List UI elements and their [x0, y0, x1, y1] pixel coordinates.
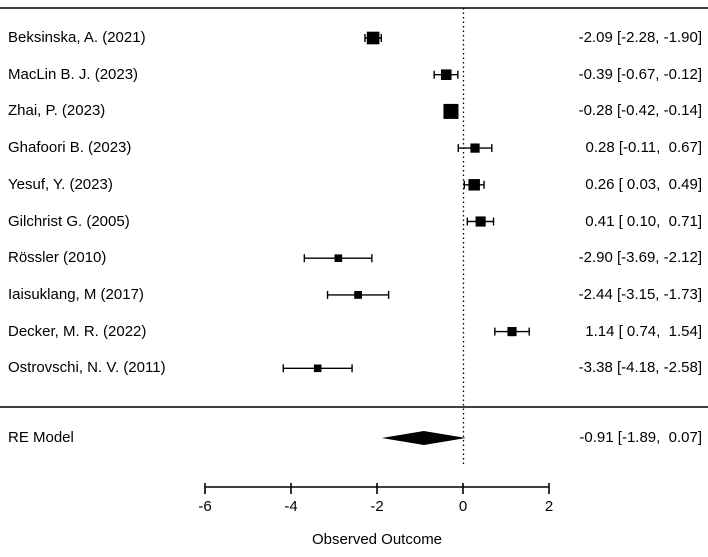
- estimate-square: [354, 291, 362, 299]
- study-annotation: -0.39 [-0.67, -0.12]: [578, 65, 702, 83]
- study-label: Beksinska, A. (2021): [8, 29, 146, 46]
- study-label: Iaisuklang, M (2017): [8, 285, 144, 303]
- x-tick-label: -4: [284, 498, 298, 515]
- study-label: Ghafoori B. (2023): [8, 139, 132, 157]
- estimate-square: [334, 254, 343, 263]
- estimate-square: [366, 31, 380, 45]
- estimate-square: [443, 103, 459, 119]
- study-annotation: 0.26 [ 0.03, 0.49]: [585, 175, 702, 193]
- x-tick-label: 0: [458, 498, 468, 515]
- study-label: Ostrovschi, N. V. (2011): [8, 359, 166, 377]
- study-label: Zhai, P. (2023): [8, 102, 106, 120]
- estimate-square: [475, 216, 486, 227]
- summary-annotation: -0.91 [-1.89, 0.07]: [579, 429, 702, 446]
- study-annotation: -2.09 [-2.28, -1.90]: [578, 29, 702, 46]
- study-annotation: 1.14 [ 0.74, 1.54]: [585, 322, 702, 340]
- study-label: Gilchrist G. (2005): [8, 212, 130, 230]
- x-tick-label: -6: [198, 498, 212, 515]
- estimate-square: [313, 364, 322, 373]
- estimate-square: [507, 327, 517, 337]
- study-annotation: 0.41 [ 0.10, 0.71]: [585, 212, 702, 230]
- summary-diamond: [381, 431, 467, 445]
- study-annotation: -2.44 [-3.15, -1.73]: [578, 285, 702, 303]
- study-label: Rössler (2010): [8, 249, 107, 267]
- study-annotation: -0.28 [-0.42, -0.14]: [578, 102, 702, 120]
- estimate-square: [470, 143, 480, 153]
- study-label: Decker, M. R. (2022): [8, 322, 147, 340]
- estimate-square: [440, 69, 452, 80]
- study-label: Yesuf, Y. (2023): [8, 175, 113, 193]
- estimate-square: [468, 179, 480, 191]
- study-label: MacLin B. J. (2023): [8, 65, 139, 83]
- study-annotation: 0.28 [-0.11, 0.67]: [585, 139, 702, 157]
- study-annotation: -2.90 [-3.69, -2.12]: [578, 249, 702, 267]
- summary-label: RE Model: [8, 429, 74, 446]
- x-tick-label: -2: [370, 498, 384, 515]
- x-axis-label: Observed Outcome: [311, 531, 443, 548]
- study-annotation: -3.38 [-4.18, -2.58]: [578, 359, 702, 377]
- x-tick-label: 2: [544, 498, 554, 515]
